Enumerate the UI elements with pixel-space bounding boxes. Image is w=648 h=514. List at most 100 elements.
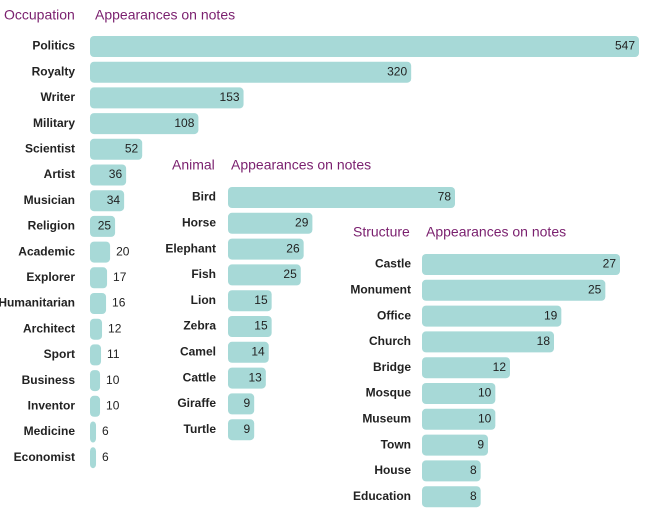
occupation-category-label: Architect	[23, 321, 75, 335]
animal-category-label: Lion	[191, 293, 216, 307]
occupation-bar	[90, 190, 125, 212]
occupation-category-label: Musician	[24, 193, 75, 207]
structure-value-label: 12	[493, 360, 507, 374]
occupation-value-label: 547	[615, 39, 635, 53]
occupation-value-label: 52	[125, 141, 139, 155]
animal-value-label: 29	[295, 215, 309, 229]
animal-category-label: Turtle	[184, 422, 217, 436]
occupation-bar	[90, 447, 97, 469]
animal-bar	[228, 238, 304, 260]
animal-value-header: Appearances on notes	[231, 157, 371, 173]
structure-category-label: Mosque	[366, 386, 412, 400]
occupation-bar	[90, 113, 199, 135]
occupation-category-label: Inventor	[28, 398, 76, 412]
animal-category-label: Fish	[191, 267, 216, 281]
structure-value-label: 9	[477, 437, 484, 451]
animal-value-label: 9	[244, 422, 251, 436]
occupation-bar	[90, 36, 639, 57]
occupation-value-label: 10	[106, 373, 120, 387]
occupation-value-label: 10	[106, 398, 120, 412]
occupation-value-label: 108	[174, 116, 194, 130]
occupation-bar	[90, 344, 102, 366]
occupation-category-label: Economist	[14, 450, 75, 464]
structure-category-label: Town	[381, 437, 411, 451]
occupation-bar	[90, 267, 108, 289]
animal-category-label: Cattle	[183, 370, 217, 384]
animal-category-label: Giraffe	[177, 396, 216, 410]
occupation-chart: Occupation Appearances on notes Politics 54…	[0, 7, 639, 469]
animal-bar	[228, 419, 255, 441]
animal-category-label: Bird	[192, 190, 216, 204]
animal-bar	[228, 341, 269, 363]
structure-bar	[422, 383, 496, 404]
structure-value-label: 8	[470, 489, 477, 503]
animal-category-label: Zebra	[183, 319, 216, 333]
structure-bar	[422, 279, 606, 301]
animal-value-label: 15	[254, 319, 268, 333]
occupation-bar	[90, 215, 116, 237]
occupation-value-label: 320	[387, 64, 407, 78]
occupation-category-label: Humanitarian	[0, 296, 75, 310]
structure-value-header: Appearances on notes	[426, 224, 566, 240]
animal-category-label: Camel	[180, 344, 216, 358]
structure-value-label: 18	[537, 334, 551, 348]
structure-bar	[422, 434, 488, 456]
structure-category-label: Museum	[362, 411, 411, 425]
occupation-bar	[90, 164, 127, 186]
structure-bar	[422, 305, 562, 327]
structure-value-label: 27	[603, 257, 617, 271]
occupation-bar	[90, 421, 97, 443]
structure-category-label: Education	[353, 489, 411, 503]
occupation-value-label: 16	[112, 296, 126, 310]
structure-bar	[422, 357, 510, 379]
occupation-bar	[90, 370, 101, 392]
structure-bar	[422, 331, 554, 353]
occupation-bar	[90, 318, 103, 340]
occupation-bar	[90, 138, 143, 160]
occupation-bar	[90, 61, 412, 83]
occupation-category-label: Explorer	[26, 270, 75, 284]
occupation-value-label: 34	[107, 193, 121, 207]
occupation-category-label: Business	[22, 373, 76, 387]
animal-bar	[228, 264, 301, 286]
structure-bar	[422, 254, 620, 275]
occupation-category-label: Scientist	[25, 141, 75, 155]
structure-bar	[422, 486, 481, 508]
structure-chart: Structure Appearances on notes Castle 27 Mon…	[350, 224, 620, 508]
animal-value-label: 25	[283, 267, 297, 281]
occupation-category-label: Sport	[44, 347, 75, 361]
occupation-value-label: 17	[113, 270, 127, 284]
occupation-value-label: 20	[116, 244, 130, 258]
occupation-category-label: Politics	[32, 39, 75, 53]
occupation-value-label: 25	[98, 219, 112, 233]
animal-chart: Animal Appearances on notes Bird 78 Horse 29 E…	[165, 157, 455, 441]
occupation-category-label: Military	[33, 116, 75, 130]
animal-bar	[228, 187, 455, 208]
occupation-value-label: 6	[102, 424, 109, 438]
animal-value-label: 9	[244, 396, 251, 410]
structure-category-label: Monument	[350, 282, 411, 296]
occupation-value-label: 11	[107, 347, 120, 361]
structure-category-label: House	[374, 463, 411, 477]
occupation-category-label: Writer	[41, 90, 76, 104]
occupation-bar	[90, 395, 101, 417]
animal-bar	[228, 393, 255, 415]
occupation-value-header: Appearances on notes	[95, 7, 235, 23]
occupation-category-label: Religion	[28, 219, 75, 233]
occupation-value-label: 6	[102, 450, 109, 464]
animal-value-label: 13	[248, 370, 262, 384]
occupation-category-label: Medicine	[24, 424, 76, 438]
animal-value-label: 14	[251, 344, 265, 358]
occupation-value-label: 12	[108, 321, 122, 335]
structure-category-label: Office	[377, 308, 411, 322]
occupation-value-label: 153	[220, 90, 240, 104]
animal-category-header: Animal	[172, 157, 215, 173]
animal-value-label: 15	[254, 293, 268, 307]
structure-bar	[422, 408, 496, 430]
structure-value-label: 10	[478, 386, 492, 400]
occupation-category-label: Royalty	[32, 64, 76, 78]
structure-value-label: 10	[478, 411, 492, 425]
animal-category-label: Elephant	[165, 241, 216, 255]
occupation-bar	[90, 87, 244, 109]
structure-bar	[422, 460, 481, 482]
